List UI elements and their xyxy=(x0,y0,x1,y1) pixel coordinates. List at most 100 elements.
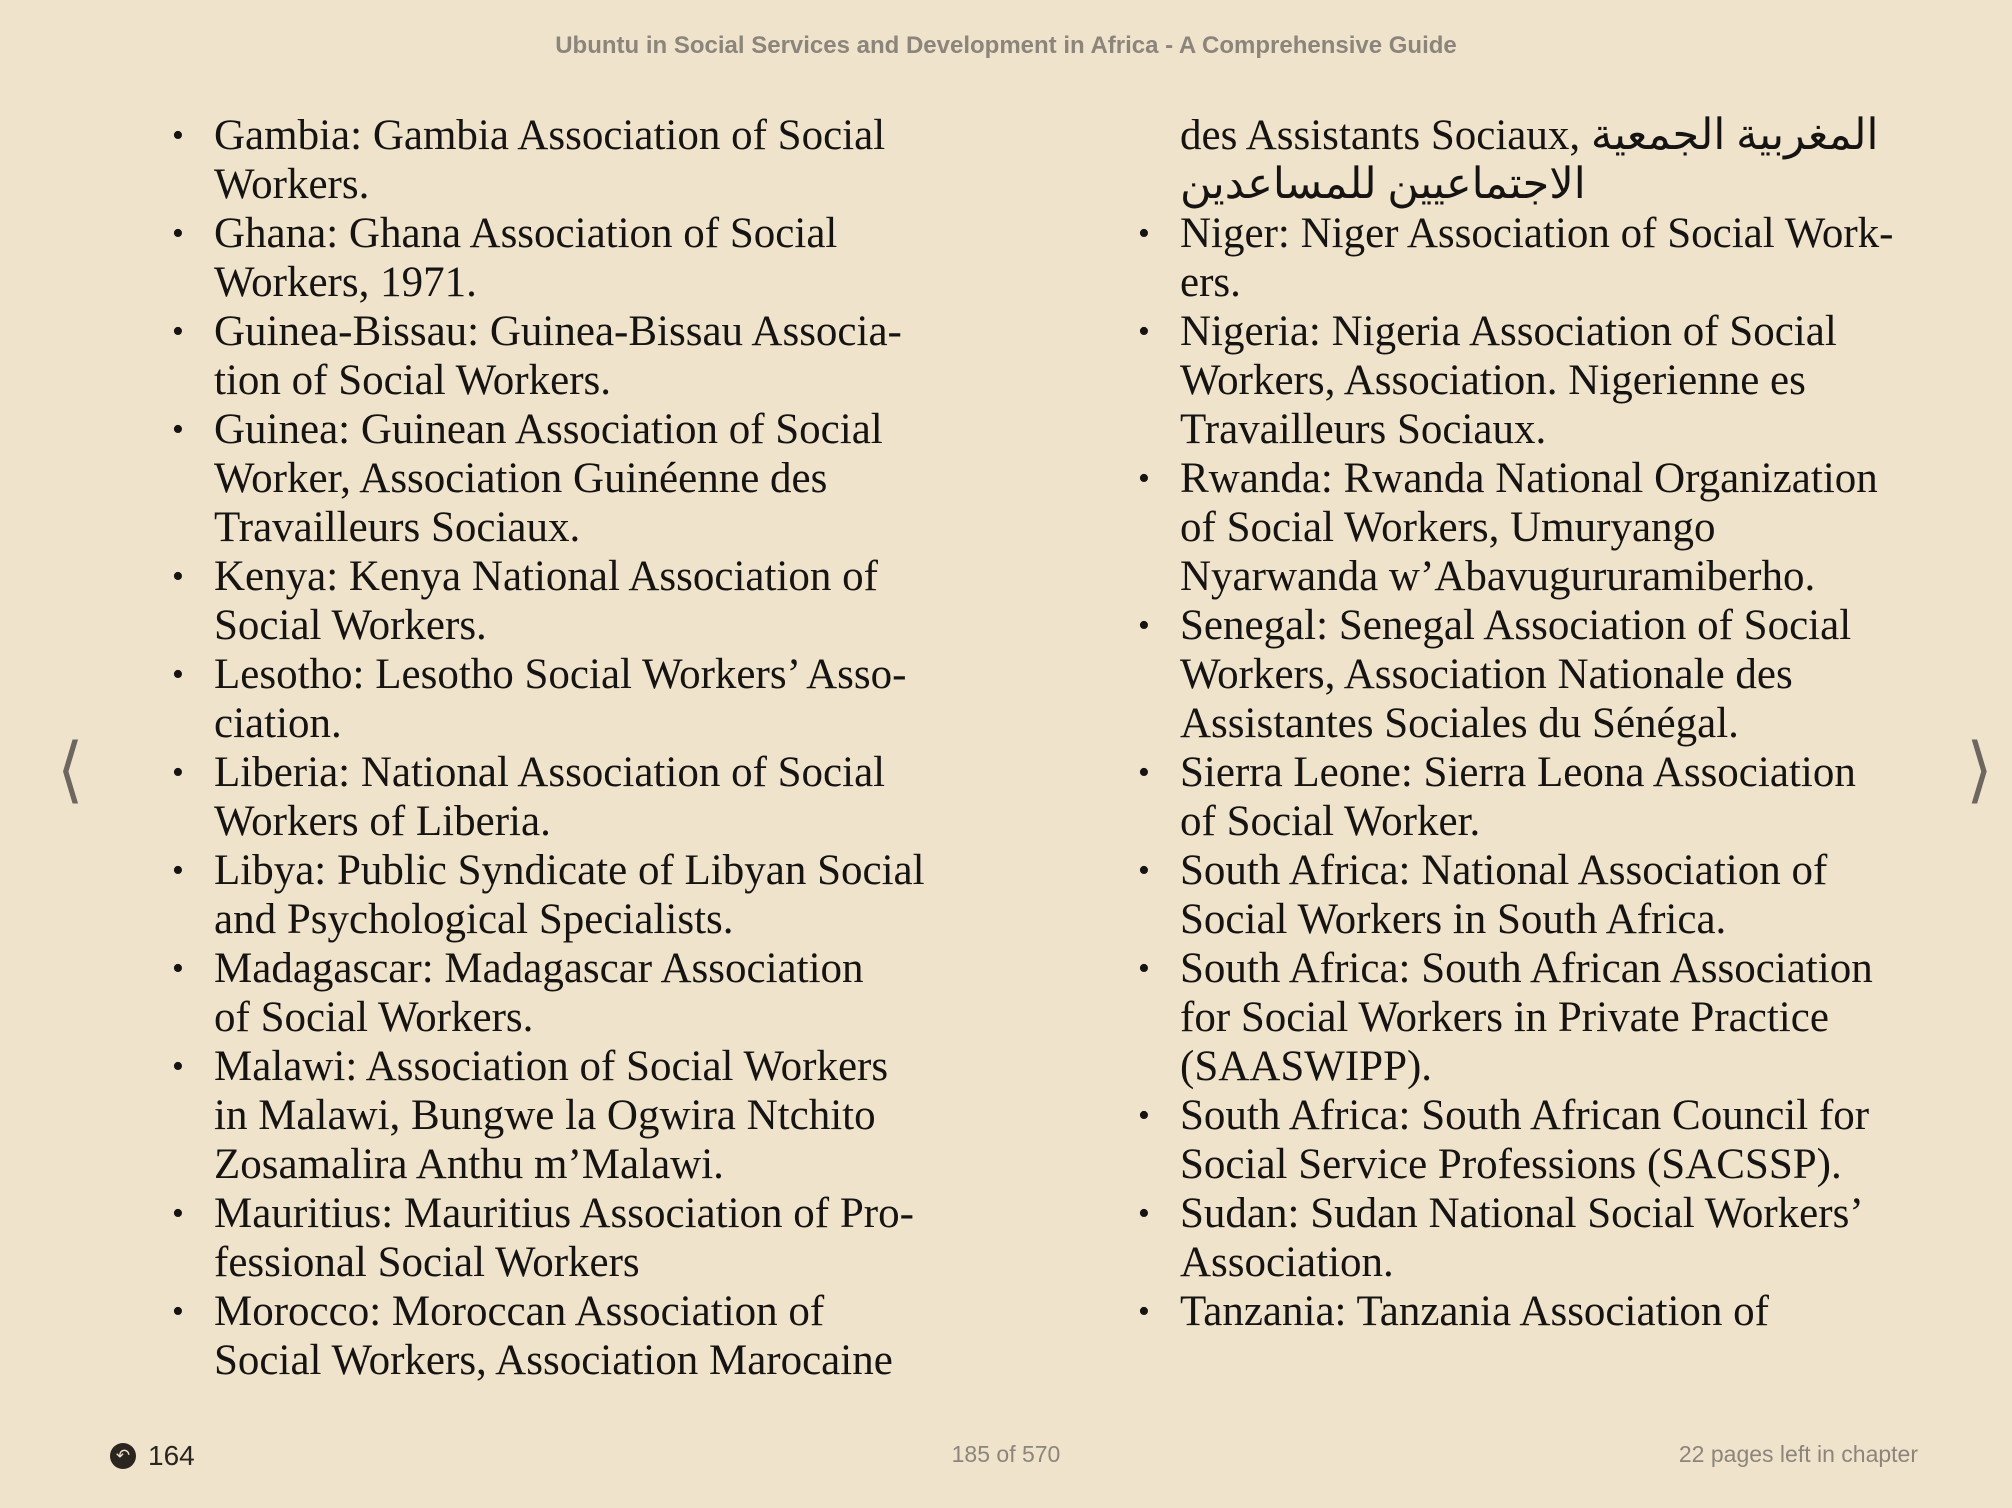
list-item-line: Social Workers in South Africa. xyxy=(1180,896,1727,943)
list-item: • South Africa: South African Association… xyxy=(1138,944,1940,1091)
bullet-icon: • xyxy=(172,852,184,889)
list-item-line: Lesotho: Lesotho Social Workers’ Asso- xyxy=(214,651,907,698)
bullet-icon: • xyxy=(172,411,184,448)
list-item-line: Rwanda: Rwanda National Organization xyxy=(1180,455,1878,502)
list-item-line: fessional Social Workers xyxy=(214,1239,640,1286)
list-item: • Niger: Niger Association of Social Work… xyxy=(1138,209,1940,307)
list-item-line: Gambia: Gambia Association of Social xyxy=(214,112,886,159)
list-item-line: Zosamalira Anthu m’Malawi. xyxy=(214,1141,724,1188)
list-item-line: Social Workers. xyxy=(214,602,487,649)
list-item-line: Nigeria: Nigeria Association of Social xyxy=(1180,308,1837,355)
bullet-icon: • xyxy=(172,313,184,350)
list-item-line: Guinea-Bissau: Guinea-Bissau Associa- xyxy=(214,308,902,355)
bullet-icon: • xyxy=(172,558,184,595)
list-item: • Nigeria: Nigeria Association of Social W… xyxy=(1138,307,1940,454)
list-item-line: Senegal: Senegal Association of Social xyxy=(1180,602,1852,649)
list-item-line: Association. xyxy=(1180,1239,1394,1286)
list-item: • Gambia: Gambia Association of Social Wor… xyxy=(172,111,974,209)
bullet-icon: • xyxy=(172,215,184,252)
list-item: • Mauritius: Mauritius Association of Pro… xyxy=(172,1189,974,1287)
list-item-line: ers. xyxy=(1180,259,1241,306)
page-position: 185 of 570 xyxy=(951,1441,1061,1467)
list-item-line: Tanzania: Tanzania Association of xyxy=(1180,1288,1770,1335)
list-item-line: Travailleurs Sociaux. xyxy=(214,504,581,551)
list-item-line: (SAASWIPP). xyxy=(1180,1043,1433,1090)
list-item-line: South Africa: South African Council for xyxy=(1180,1092,1870,1139)
bullet-icon: • xyxy=(1138,852,1150,889)
list-item: • Malawi: Association of Social Workers in… xyxy=(172,1042,974,1189)
bullet-icon: • xyxy=(1138,313,1150,350)
list-item: • Guinea: Guinean Association of Social Wo… xyxy=(172,405,974,552)
list-item: • Madagascar: Madagascar Association of So… xyxy=(172,944,974,1042)
bullet-icon: • xyxy=(1138,1097,1150,1134)
list-item: • Sierra Leone: Sierra Leona Association o… xyxy=(1138,748,1940,846)
list-item-line: Workers, 1971. xyxy=(214,259,477,306)
list-item-line: of Social Worker. xyxy=(1180,798,1481,845)
list-item-line: Malawi: Association of Social Workers xyxy=(214,1043,889,1090)
list-item: • Lesotho: Lesotho Social Workers’ Asso-c… xyxy=(172,650,974,748)
list-item: • Guinea-Bissau: Guinea-Bissau Associa-ti… xyxy=(172,307,974,405)
left-column-list: • Gambia: Gambia Association of Social Wor… xyxy=(172,111,974,1385)
list-item-line: Madagascar: Madagascar Association xyxy=(214,945,864,992)
arabic-text-2: الاجتماعيين للمساعدين xyxy=(1180,161,1586,208)
list-item-line: Social Service Professions (SACSSP). xyxy=(1180,1141,1842,1188)
list-item-line: in Malawi, Bungwe la Ogwira Ntchito xyxy=(214,1092,876,1139)
bullet-icon: • xyxy=(1138,607,1150,644)
bullet-icon: • xyxy=(1138,1293,1150,1330)
bullet-icon: • xyxy=(1138,950,1150,987)
list-item-line: Ghana: Ghana Association of Social xyxy=(214,210,838,257)
list-item-line: Sudan: Sudan National Social Workers’ xyxy=(1180,1190,1864,1237)
list-item-line: Kenya: Kenya National Association of xyxy=(214,553,878,600)
list-item-line: Workers, Association Nationale des xyxy=(1180,651,1793,698)
list-item-line: Sierra Leone: Sierra Leona Association xyxy=(1180,749,1856,796)
list-item-line: Guinea: Guinean Association of Social xyxy=(214,406,883,453)
list-item-line: Travailleurs Sociaux. xyxy=(1180,406,1547,453)
list-item: • Sudan: Sudan National Social Workers’ As… xyxy=(1138,1189,1940,1287)
back-to-page-button[interactable]: ↶ 164 xyxy=(110,1440,195,1472)
list-item: • South Africa: South African Council for… xyxy=(1138,1091,1940,1189)
list-item: • Rwanda: Rwanda National Organization of … xyxy=(1138,454,1940,601)
list-item-continuation: des Assistants Sociaux, المغربية الجمعية… xyxy=(1180,111,1940,209)
list-item-line: and Psychological Specialists. xyxy=(214,896,734,943)
list-item-line: Niger: Niger Association of Social Work- xyxy=(1180,210,1894,257)
list-item-line: Workers of Liberia. xyxy=(214,798,551,845)
list-item-line: Social Workers, Association Marocaine xyxy=(214,1337,893,1384)
list-item-line: Libya: Public Syndicate of Libyan Social xyxy=(214,847,925,894)
bullet-icon: • xyxy=(1138,1195,1150,1232)
list-item-line: of Social Workers, Umuryango xyxy=(1180,504,1716,551)
list-item-line: tion of Social Workers. xyxy=(214,357,612,404)
list-item-line: Morocco: Moroccan Association of xyxy=(214,1288,825,1335)
list-item-line: for Social Workers in Private Practice xyxy=(1180,994,1829,1041)
bullet-icon: • xyxy=(172,1048,184,1085)
list-item-line: Worker, Association Guinéenne des xyxy=(214,455,828,502)
list-item: • Tanzania: Tanzania Association of xyxy=(1138,1287,1940,1336)
list-item-line: Nyarwanda w’Abavugururamiberho. xyxy=(1180,553,1816,600)
list-item: • Morocco: Moroccan Association of Social … xyxy=(172,1287,974,1385)
list-item-line: Workers, Association. Nigerienne es xyxy=(1180,357,1806,404)
return-arrow-icon: ↶ xyxy=(110,1443,136,1469)
bullet-icon: • xyxy=(1138,754,1150,791)
previous-page-chevron-icon[interactable]: ❬ xyxy=(54,730,87,804)
list-item-line: Assistantes Sociales du Sénégal. xyxy=(1180,700,1739,747)
list-item: • South Africa: National Association of So… xyxy=(1138,846,1940,944)
list-item-line: South Africa: South African Association xyxy=(1180,945,1873,992)
bullet-icon: • xyxy=(172,1293,184,1330)
chapter-pages-left: 22 pages left in chapter xyxy=(1678,1441,1918,1467)
bullet-icon: • xyxy=(1138,460,1150,497)
continuation-text: des Assistants Sociaux, xyxy=(1180,112,1581,159)
next-page-chevron-icon[interactable]: ❭ xyxy=(1962,730,1995,804)
list-item-line: Liberia: National Association of Social xyxy=(214,749,886,796)
back-page-number: 164 xyxy=(148,1440,195,1471)
bullet-icon: • xyxy=(172,656,184,693)
list-item: • Senegal: Senegal Association of Social W… xyxy=(1138,601,1940,748)
list-item-line: Mauritius: Mauritius Association of Pro- xyxy=(214,1190,914,1237)
bullet-icon: • xyxy=(172,754,184,791)
bullet-icon: • xyxy=(172,1195,184,1232)
list-item: • Ghana: Ghana Association of Social Worke… xyxy=(172,209,974,307)
list-item-line: Workers. xyxy=(214,161,370,208)
list-item-line: ciation. xyxy=(214,700,342,747)
bullet-icon: • xyxy=(172,950,184,987)
book-title: Ubuntu in Social Services and Developmen… xyxy=(555,32,1457,59)
list-item: • Liberia: National Association of Social… xyxy=(172,748,974,846)
bullet-icon: • xyxy=(172,117,184,154)
